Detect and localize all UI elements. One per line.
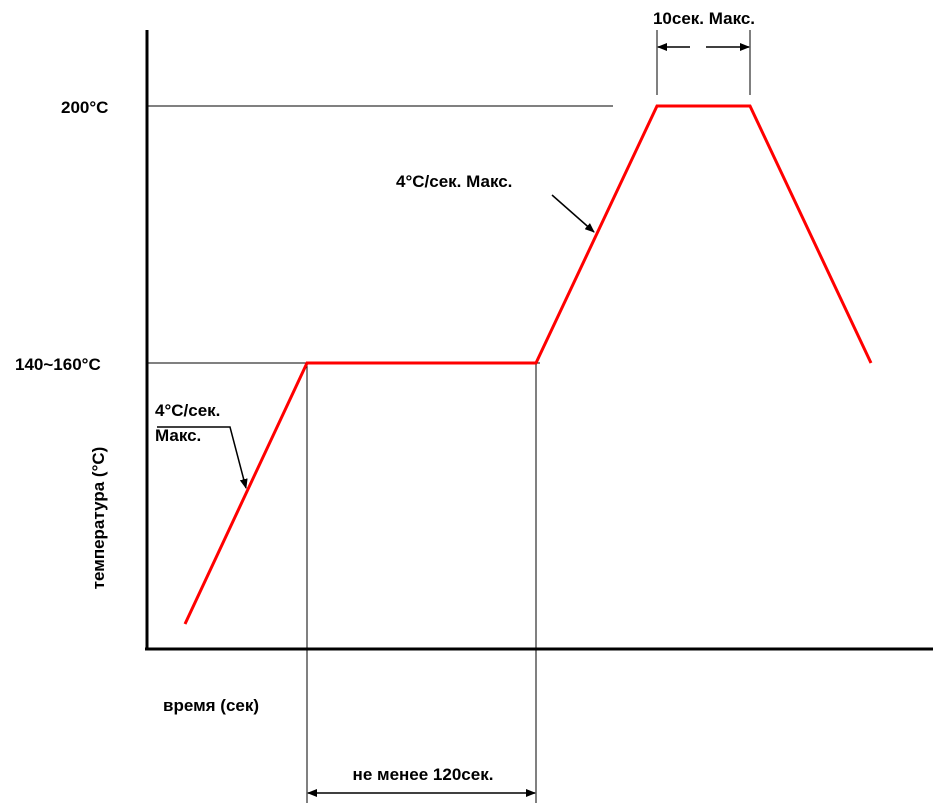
ramp1-rate-label-line1: 4°C/сек. <box>155 401 220 420</box>
temperature-profile-curve <box>183 104 873 625</box>
ramp1-leader-line <box>157 426 248 489</box>
ramp1-rate-label-line2: Макс. <box>155 426 201 445</box>
peak-duration-label: 10сек. Макс. <box>653 9 755 28</box>
ramp2-leader-line <box>551 194 595 233</box>
y-axis-label: температура (°C) <box>89 447 108 590</box>
soak-duration-label: не менее 120сек. <box>353 765 494 784</box>
ramp2-rate-label: 4°C/сек. Макс. <box>396 172 512 191</box>
soak-temp-label: 140~160°C <box>15 355 101 374</box>
x-axis-label: время (сек) <box>163 696 259 715</box>
peak-temp-label: 200°C <box>61 98 108 117</box>
